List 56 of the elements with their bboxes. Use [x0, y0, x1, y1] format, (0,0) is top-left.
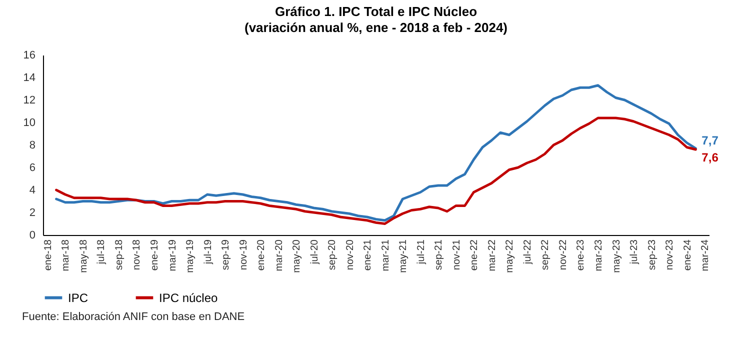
- line-series: [55, 84, 697, 222]
- x-tick-label: may-21: [398, 239, 410, 273]
- y-tick-label: 16: [23, 50, 36, 62]
- x-tick-label: jul-22: [522, 239, 534, 265]
- legend-label: IPC: [68, 290, 88, 305]
- x-tick-label: jul-20: [309, 239, 320, 265]
- y-tick-label: 4: [29, 184, 36, 196]
- x-tick-label: nov-20: [344, 239, 356, 270]
- x-tick-label: ene-24: [682, 239, 694, 271]
- x-tick-label: ene-20: [256, 239, 268, 271]
- x-tick-label: mar-19: [167, 239, 178, 272]
- x-tick-label: jul-19: [202, 239, 214, 265]
- x-tick-label: nov-19: [238, 239, 250, 270]
- line-series: [55, 116, 697, 225]
- data-label: 7,7: [702, 133, 719, 148]
- x-tick-label: ene-19: [150, 239, 160, 271]
- x-tick-label: sep-20: [327, 239, 338, 270]
- data-label: 7,6: [702, 150, 719, 164]
- x-tick-label: ene-18: [42, 239, 54, 271]
- x-tick-label: ene-23: [576, 239, 587, 271]
- x-tick-label: mar-18: [60, 239, 72, 272]
- x-tick-label: nov-22: [558, 239, 569, 270]
- x-tick-label: jul-18: [96, 239, 108, 265]
- y-tick-label: 8: [29, 140, 36, 152]
- x-tick-label: may-20: [292, 239, 303, 273]
- x-tick-label: mar-22: [486, 239, 498, 272]
- chart-title: Gráfico 1. IPC Total e IPC Núcleo: [274, 4, 478, 19]
- chart-subtitle: (variación anual %, ene - 2018 a feb - 2024): [244, 20, 508, 35]
- x-tick-label: sep-18: [114, 239, 125, 270]
- y-tick-label: 10: [23, 117, 36, 129]
- x-tick-label: may-18: [78, 239, 90, 273]
- source-note: Fuente: Elaboración ANIF con base en DANE: [22, 311, 245, 323]
- x-tick-label: jul-23: [629, 239, 640, 265]
- x-tick-label: mar-21: [380, 239, 392, 272]
- y-tick-label: 12: [23, 94, 36, 106]
- x-tick-label: may-23: [611, 239, 622, 273]
- x-tick-label: sep-19: [220, 239, 232, 270]
- x-tick-label: mar-23: [594, 239, 604, 272]
- y-tick-label: 6: [29, 162, 36, 174]
- y-tick-label: 14: [23, 72, 36, 84]
- y-tick-label: 2: [29, 207, 36, 219]
- x-tick-label: sep-23: [646, 239, 658, 270]
- x-tick-label: ene-22: [469, 239, 480, 271]
- x-tick-label: ene-21: [362, 239, 374, 271]
- legend-label: IPC núcleo: [159, 290, 218, 305]
- x-tick-label: jul-21: [416, 239, 427, 265]
- x-tick-label: mar-20: [274, 239, 285, 272]
- x-tick-label: nov-18: [132, 239, 143, 270]
- y-tick-label: 0: [29, 230, 36, 242]
- x-tick-label: may-19: [185, 239, 196, 273]
- x-tick-label: mar-24: [700, 239, 712, 272]
- x-tick-label: nov-23: [664, 239, 676, 270]
- x-tick-label: nov-21: [451, 239, 462, 270]
- x-tick-label: sep-22: [540, 239, 552, 270]
- x-tick-label: sep-21: [434, 239, 445, 270]
- x-tick-label: may-22: [504, 239, 516, 273]
